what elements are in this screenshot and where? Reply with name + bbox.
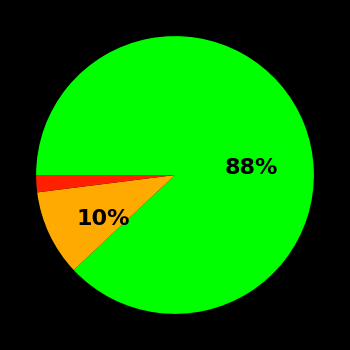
Wedge shape [36,175,175,192]
Text: 88%: 88% [225,158,278,178]
Wedge shape [36,36,314,314]
Wedge shape [37,175,175,270]
Text: 10%: 10% [76,209,130,230]
